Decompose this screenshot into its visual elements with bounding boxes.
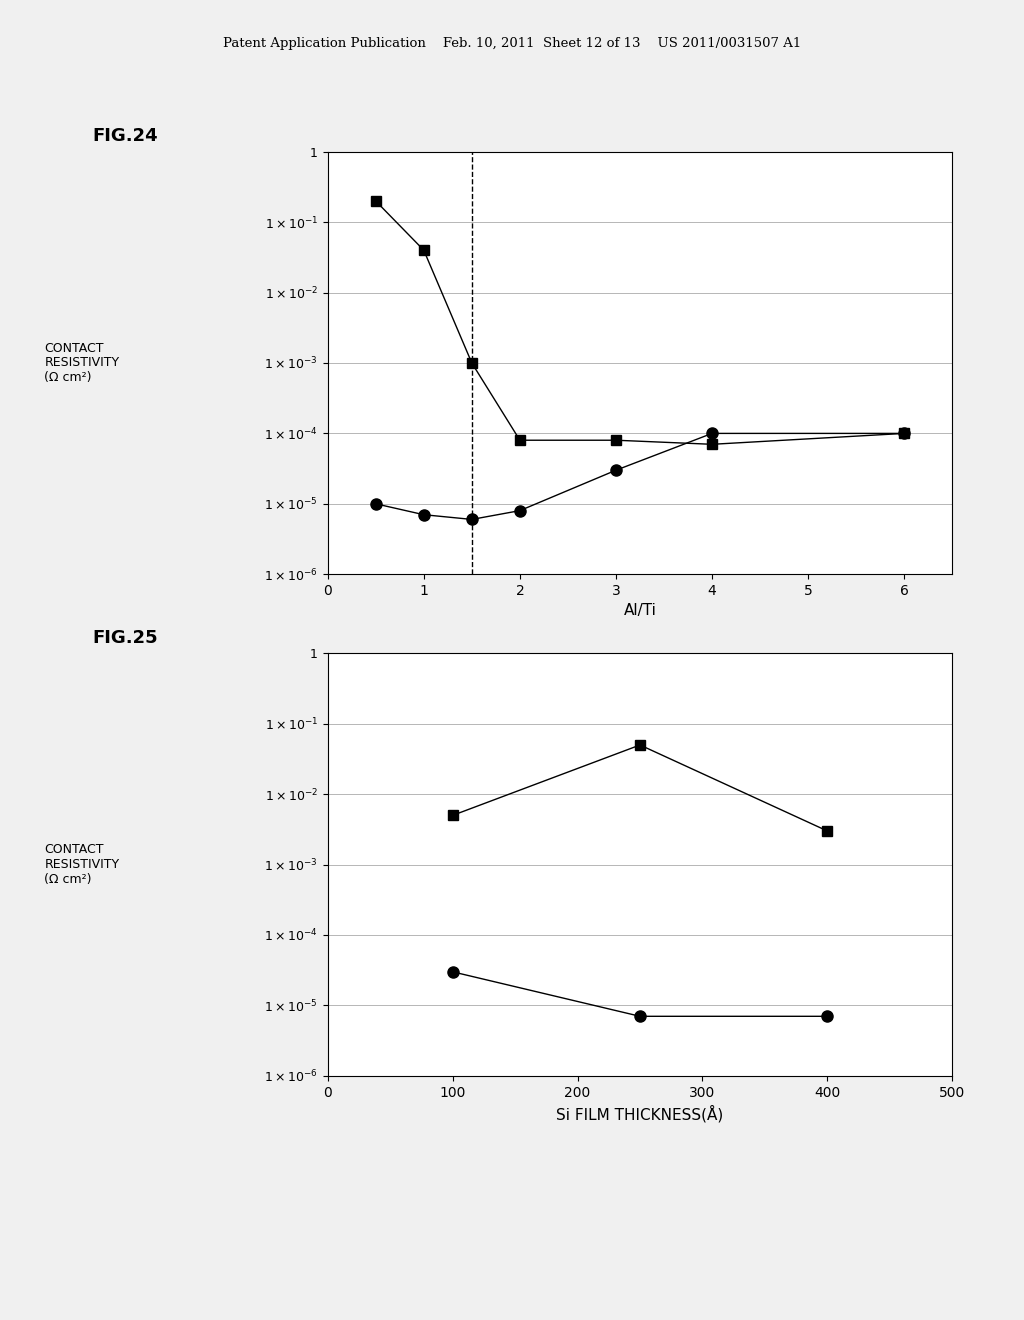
Text: Patent Application Publication    Feb. 10, 2011  Sheet 12 of 13    US 2011/00315: Patent Application Publication Feb. 10, …: [223, 37, 801, 50]
X-axis label: Al/Ti: Al/Ti: [624, 603, 656, 619]
Text: FIG.25: FIG.25: [92, 628, 158, 647]
Text: CONTACT
RESISTIVITY
(Ω cm²): CONTACT RESISTIVITY (Ω cm²): [44, 843, 120, 886]
Text: CONTACT
RESISTIVITY
(Ω cm²): CONTACT RESISTIVITY (Ω cm²): [44, 342, 120, 384]
Text: FIG.24: FIG.24: [92, 127, 158, 145]
X-axis label: Si FILM THICKNESS(Å): Si FILM THICKNESS(Å): [556, 1105, 724, 1122]
